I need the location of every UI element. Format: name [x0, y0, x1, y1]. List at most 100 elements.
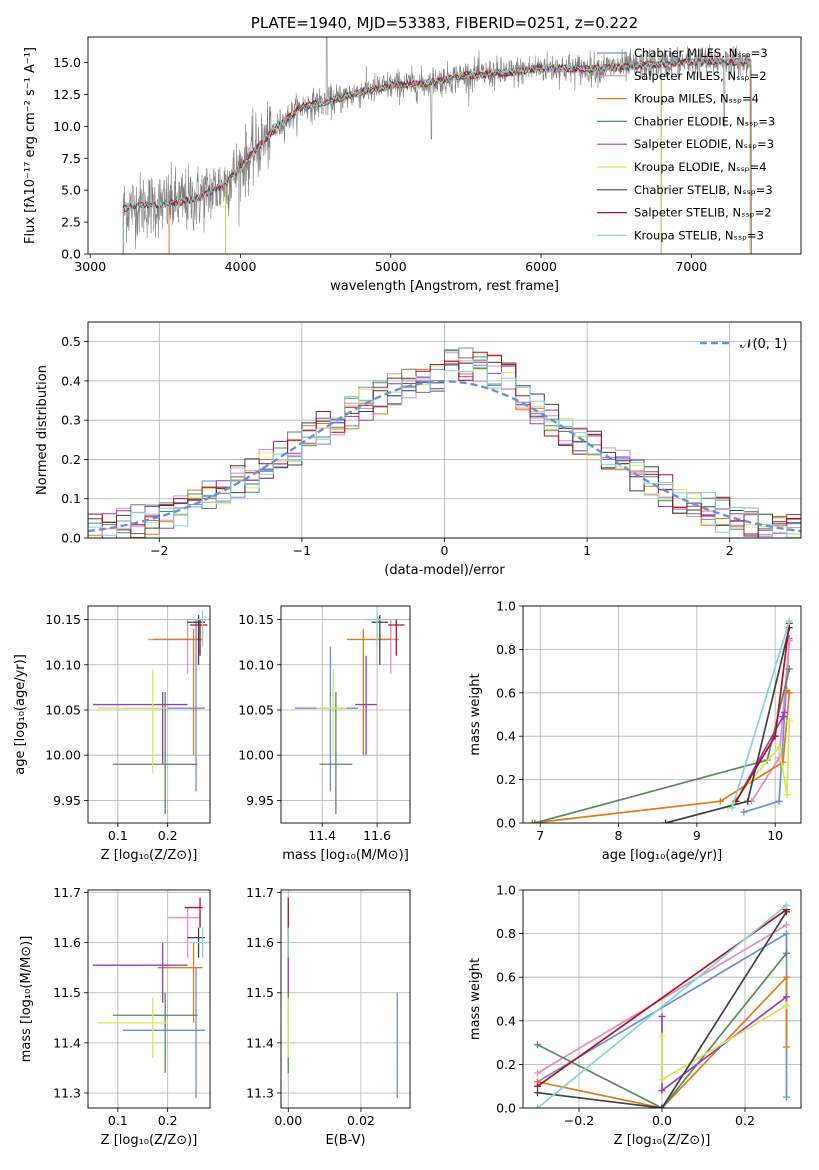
weight-marker: [781, 708, 789, 716]
x-tick-label: 0.2: [158, 828, 178, 843]
x-tick-label: −0.2: [564, 1113, 594, 1128]
weight-marker: [534, 1104, 542, 1108]
errorbar-kroupa-elodie: [316, 669, 347, 756]
axes-frame: [522, 889, 802, 1109]
legend-label-chabrier-stelib: Chabrier STELIB, Nₛₛₚ=3: [634, 183, 773, 197]
plot-area: [528, 617, 793, 823]
weight-marker: [771, 732, 779, 740]
axes-frame: [87, 321, 802, 539]
errorbar-kroupa-elodie: [97, 997, 168, 1058]
x-axis-label: (data-model)/error: [384, 563, 505, 578]
model-spectrum-chabrier-miles: [168, 57, 752, 254]
y-tick-label: 10.05: [45, 702, 81, 717]
y-tick-label: 0.8: [496, 642, 516, 657]
y-tick-label: 11.5: [246, 985, 274, 1000]
y-tick-label: 10.05: [238, 702, 274, 717]
y-tick-label: 0.8: [496, 926, 516, 941]
residuals-panel: −2 −1 0 1 2 0.0 0.1 0.2 0.3 0.4 0.5 (data-model)/er…: [35, 321, 802, 578]
age-weight-panel: 7 8 9 10 0.0 0.2 0.4 0.6 0.8 1.0 age [log₁₀(age/yr…: [468, 599, 802, 863]
y-tick-label: 11.3: [246, 1085, 274, 1100]
axes-frame: [87, 889, 211, 1109]
z-age-panel: 0.1 0.2 9.95 10.00 10.05 10.10 10.15 Z [log₁₀(Z…: [13, 605, 211, 863]
weight-marker: [785, 665, 793, 673]
z-mass-panel: 0.1 0.2 11.3 11.4 11.5 11.6 11.7 Z [log₁₀(Z/Z⊙)…: [19, 885, 211, 1148]
x-axis-label: wavelength [Angstrom, rest frame]: [330, 279, 559, 294]
x-tick-label: 0.02: [347, 1113, 375, 1128]
ebv-mass-panel: 0.00 0.02 11.3 11.4 11.5 11.6 11.7 E(B-V): [246, 885, 411, 1148]
y-tick-label: 11.4: [53, 1035, 81, 1050]
y-tick-label: 5.0: [61, 183, 81, 198]
x-tick-label: 11.4: [308, 828, 336, 843]
x-axis-label: Z [log₁₀(Z/Z⊙)]: [101, 848, 198, 863]
y-tick-label: 0.4: [496, 729, 516, 744]
x-tick-label: 6000: [525, 259, 557, 274]
errorbar-salpeter-miles: [167, 907, 201, 958]
x-tick-label: 10: [767, 828, 783, 843]
errorbar-salpeter-stelib: [190, 619, 208, 656]
spectrum-panel: 3000 4000 5000 6000 7000 0.0 2.5 5.0 7.5 10.0 12.5…: [23, 14, 802, 294]
x-tick-label: 11.6: [363, 828, 391, 843]
weight-marker: [658, 1087, 666, 1095]
normal-curve: [88, 380, 801, 533]
model-spectrum-salpeter-elodie: [225, 60, 662, 254]
weight-marker: [782, 1002, 790, 1010]
y-tick-label: 11.3: [53, 1085, 81, 1100]
weight-marker: [782, 1043, 790, 1051]
y-tick-label: 1.0: [496, 883, 516, 898]
y-tick-label: 0.4: [61, 373, 81, 388]
weight-line-kroupa-elodie: [661, 1004, 787, 1082]
y-tick-label: 0.2: [61, 452, 81, 467]
weight-marker: [775, 797, 783, 805]
y-axis-label: age [log₁₀(age/yr)]: [13, 654, 28, 775]
model-spectrum-kroupa-elodie: [225, 59, 662, 254]
spectrum-legend: Chabrier MILES, Nₛₛₚ=3 Salpeter MILES, Nₛ…: [597, 46, 775, 242]
x-tick-label: 0.0: [652, 1113, 672, 1128]
weight-marker: [534, 1041, 542, 1049]
y-tick-label: 10.00: [238, 748, 274, 763]
legend-label-chabrier-elodie: Chabrier ELODIE, Nₛₛₚ=3: [634, 114, 775, 128]
y-tick-label: 0.0: [496, 1101, 516, 1116]
y-tick-label: 0.0: [61, 531, 81, 546]
weight-marker: [658, 1012, 666, 1020]
errorbar-salpeter-miles: [147, 619, 203, 674]
y-tick-label: 12.5: [53, 87, 81, 102]
legend-label-normal: 𝒩(0, 1): [740, 337, 787, 352]
errorbar-kroupa-miles: [152, 628, 203, 756]
axes-frame: [522, 605, 802, 824]
weight-line-salpeter-miles: [537, 924, 787, 1074]
weight-line-kroupa-stelib: [536, 904, 788, 1108]
legend-label-salpeter-miles: Salpeter MILES, Nₛₛₚ=2: [634, 69, 767, 83]
weight-line-chabrier-elodie: [537, 952, 788, 1108]
y-tick-label: 2.5: [61, 215, 81, 230]
axes-frame: [280, 889, 411, 1109]
weight-marker: [775, 743, 783, 751]
weight-line-kroupa-miles: [532, 689, 791, 823]
weight-marker: [782, 921, 790, 929]
x-tick-label: 0.00: [274, 1113, 302, 1128]
y-tick-label: 10.10: [45, 657, 81, 672]
weight-marker: [528, 819, 536, 823]
x-tick-label: 4000: [225, 259, 257, 274]
y-tick-label: 0.6: [496, 970, 516, 985]
errorbar-kroupa-stelib: [190, 927, 208, 958]
x-tick-label: 7000: [675, 259, 707, 274]
weight-marker: [662, 819, 670, 823]
errorbar-chabrier-stelib: [371, 615, 389, 665]
weight-marker: [779, 758, 787, 766]
weight-marker: [782, 949, 790, 957]
weight-marker: [534, 1082, 542, 1090]
model-spectrum-kroupa-miles: [168, 57, 752, 254]
y-axis-label: mass weight: [468, 958, 483, 1040]
x-axis-label: mass [log₁₀(M/M⊙)]: [282, 848, 409, 863]
errorbar-salpeter-stelib: [185, 897, 203, 928]
y-tick-label: 10.15: [238, 612, 274, 627]
y-tick-label: 11.6: [53, 935, 81, 950]
legend-label-chabrier-miles: Chabrier MILES, Nₛₛₚ=3: [634, 46, 768, 60]
errorbar-salpeter-elodie: [92, 691, 188, 765]
y-tick-label: 10.00: [45, 748, 81, 763]
weight-marker: [785, 617, 793, 625]
plot-area: [287, 897, 398, 1098]
x-tick-label: 0.1: [108, 1113, 128, 1128]
y-tick-label: 0.2: [496, 1057, 516, 1072]
